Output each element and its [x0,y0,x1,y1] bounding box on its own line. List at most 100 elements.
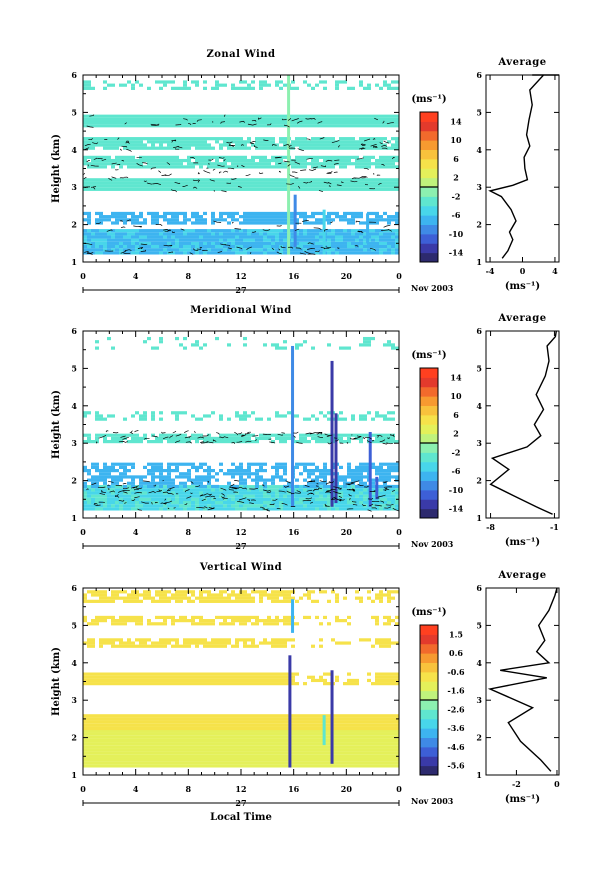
heatmap-cell [267,137,271,141]
heatmap-cell [215,472,219,476]
heatmap-cell [199,481,203,485]
heatmap-cell [211,221,215,225]
heatmap-cell [259,468,263,473]
heatmap-cell [111,232,115,236]
heatmap-cell [147,757,151,762]
heatmap-cell [367,124,371,128]
heatmap-cell [275,221,279,225]
heatmap-cell [387,241,391,245]
heatmap-cell [283,232,287,236]
heatmap-cell [143,593,147,597]
heatmap-cell [275,181,279,185]
heatmap-cell [167,184,171,188]
heatmap-cell [315,162,319,166]
heatmap-cell [231,500,235,505]
heatmap-cell [151,729,155,733]
heatmap-cell [135,165,139,169]
heatmap-cell [283,472,287,476]
heatmap-cell [247,507,251,511]
heatmap-cell [255,472,259,476]
heatmap-cell [363,238,367,242]
heatmap-cell [175,720,179,724]
heatmap-cell [171,497,175,501]
heatmap-cell [171,764,175,768]
heatmap-cell [319,507,323,511]
heatmap-cell [259,504,263,508]
heatmap-cell [171,678,175,683]
heatmap-cell [267,417,271,421]
heatmap-cell [363,465,367,470]
heatmap-cell [107,745,111,749]
heatmap-cell [167,465,171,470]
heatmap-cell [271,137,275,141]
heatmap-cell [371,248,375,252]
heatmap-cell [235,678,239,683]
heatmap-cell [223,641,227,645]
x-tick-label: 16 [288,527,300,537]
heatmap-cell [195,682,199,686]
heatmap-cell [243,485,247,489]
heatmap-cell [251,507,255,511]
heatmap-cell [207,596,211,600]
heatmap-cell [87,143,91,147]
heatmap-cell [387,411,391,415]
heatmap-cell [111,181,115,185]
heatmap-cell [203,187,207,191]
heatmap-cell [135,436,139,441]
heatmap-cell [171,248,175,252]
heatmap-cell [135,184,139,188]
heatmap-cell [187,155,191,159]
heatmap-cell [203,158,207,163]
heatmap-cell [223,140,227,144]
heatmap-cell [183,764,187,768]
heatmap-cell [175,465,179,470]
heatmap-cell [159,340,163,344]
heatmap-cell [279,248,283,252]
heatmap-cell [191,593,195,597]
heatmap-cell [387,86,391,90]
heatmap-cell [167,440,171,444]
heatmap-cell [115,682,119,686]
heatmap-cell [183,644,187,648]
heatmap-cell [179,411,183,415]
heatmap-cell [259,120,263,125]
heatmap-cell [359,488,363,492]
heatmap-cell [147,251,151,255]
heatmap-cell [107,235,111,239]
heatmap-cell [323,500,327,505]
heatmap-cell [375,218,379,222]
heatmap-cell [391,187,395,191]
heatmap-cell [367,162,371,166]
heatmap-cell [87,83,91,87]
heatmap-cell [255,717,259,721]
heatmap-cell [99,764,103,768]
heatmap-cell [271,478,275,482]
heatmap-cell [275,414,279,418]
heatmap-cell [343,232,347,236]
heatmap-cell [327,211,331,216]
colorbar-tick-label: 10 [450,135,462,145]
heatmap-cell [347,433,351,437]
heatmap-cell [115,215,119,219]
heatmap-cell [243,491,247,495]
heatmap-cell [179,751,183,755]
heatmap-cell [315,158,319,163]
heatmap-cell [195,644,199,648]
heatmap-cell [131,221,135,225]
heatmap-cell [223,440,227,444]
heatmap-cell [115,593,119,597]
heatmap-cell [323,140,327,144]
heatmap-cell [395,215,399,219]
heatmap-cell [199,478,203,482]
heatmap-cell [235,619,239,623]
heatmap-cell [311,178,315,182]
heatmap-cell [259,675,263,679]
heatmap-cell [215,232,219,236]
heatmap-cell [211,184,215,188]
heatmap-cell [171,251,175,255]
heatmap-cell [391,462,395,466]
heatmap-cell [299,187,303,191]
heatmap-cell [339,80,343,84]
heatmap-cell [127,158,131,163]
heatmap-cell [127,494,131,498]
